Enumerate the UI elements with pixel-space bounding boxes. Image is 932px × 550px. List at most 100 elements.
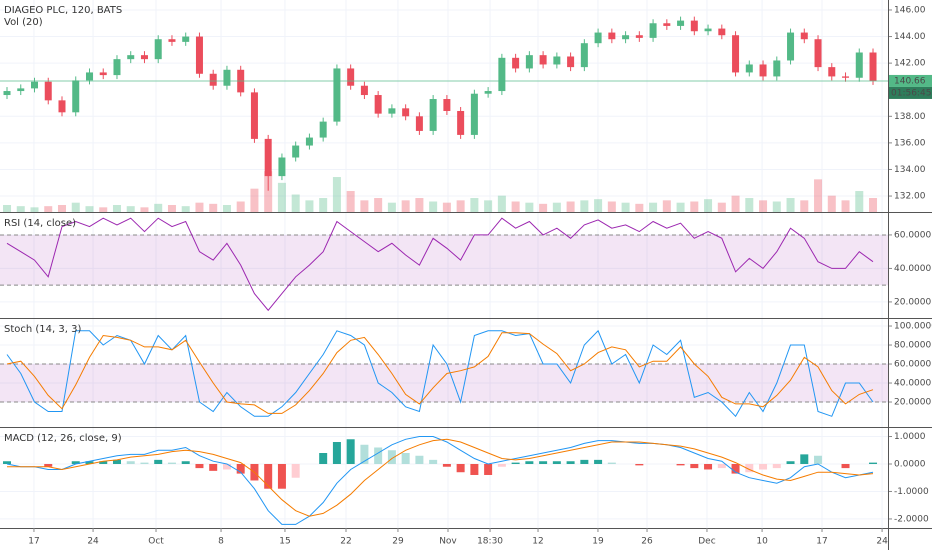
candle-body — [622, 35, 630, 40]
volume-bar — [85, 206, 94, 212]
x-tick-label: 18:30 — [477, 537, 503, 547]
histogram-bar — [415, 455, 424, 464]
histogram-bar — [3, 461, 12, 464]
last-price-box — [888, 74, 932, 87]
histogram-bar — [580, 459, 589, 464]
volume-bar — [181, 206, 190, 212]
candle-body — [800, 32, 808, 40]
histogram-bar — [71, 461, 80, 464]
histogram-bar — [346, 439, 355, 464]
volume-bar — [3, 205, 12, 212]
volume-bar — [566, 201, 575, 212]
histogram-bar — [140, 462, 149, 464]
histogram-bar — [690, 463, 699, 469]
volume-bar — [649, 202, 658, 212]
volume-bar — [429, 201, 438, 212]
volume-bar — [305, 200, 314, 212]
candle-body — [209, 73, 217, 86]
volume-bar — [140, 207, 149, 212]
volume-bar — [676, 202, 685, 212]
volume-bar — [607, 201, 616, 212]
histogram-bar — [99, 461, 108, 464]
candle-body — [278, 157, 286, 177]
x-tick-label: 17 — [28, 537, 39, 547]
x-tick-label: 24 — [876, 537, 888, 547]
y-tick-label: 20.0000 — [894, 398, 931, 408]
volume-bar — [470, 198, 479, 212]
candle-body — [58, 100, 66, 113]
candle-body — [182, 36, 190, 42]
candle-body — [787, 32, 795, 61]
band — [0, 234, 888, 286]
candle-body — [374, 95, 382, 114]
volume-bar — [44, 206, 53, 212]
x-tick-label: 12 — [532, 537, 543, 547]
candle-body — [17, 88, 25, 92]
histogram-bar — [704, 463, 713, 470]
histogram-bar — [841, 463, 850, 469]
volume-bar — [291, 194, 300, 212]
histogram-bar — [332, 442, 341, 464]
y-tick-label: -2.0000 — [894, 514, 929, 524]
volume-bar — [332, 177, 341, 212]
volume-bar — [250, 188, 259, 212]
volume-bar — [236, 201, 245, 212]
candle-body — [759, 64, 767, 77]
candle-body — [250, 92, 258, 139]
candle-body — [828, 67, 836, 77]
line — [6, 436, 874, 525]
candle-body — [264, 138, 272, 177]
histogram-bar — [264, 463, 273, 489]
histogram-bar — [85, 461, 94, 464]
histogram-bar — [717, 463, 726, 469]
y-tick-label: 132.00 — [894, 192, 926, 202]
histogram-bar — [360, 444, 369, 464]
candle-body — [195, 36, 203, 74]
volume-bar — [690, 201, 699, 212]
histogram-bar — [800, 454, 809, 464]
y-tick-label: 60.0000 — [894, 360, 931, 370]
volume-bar — [704, 199, 713, 212]
candle-body — [402, 108, 410, 117]
histogram-bar — [222, 463, 231, 470]
candle-body — [567, 56, 575, 68]
y-tick-label: 40.0000 — [894, 264, 931, 274]
histogram-bar — [497, 463, 506, 467]
volume-bar — [731, 195, 740, 212]
candle-body — [292, 145, 300, 158]
volume-bar — [635, 203, 644, 212]
pane-legend: Stoch (14, 3, 3) — [4, 324, 81, 335]
candle-body — [635, 35, 643, 38]
candle-body — [663, 23, 671, 26]
candle-body — [31, 81, 39, 89]
y-tick-label: 138.00 — [894, 112, 926, 122]
candle-body — [594, 32, 602, 44]
volume-bar — [511, 201, 520, 212]
y-tick-label: 142.00 — [894, 59, 926, 69]
volume-bar — [209, 203, 218, 212]
volume-bar — [621, 202, 630, 212]
volume-bar — [387, 202, 396, 212]
histogram-bar — [539, 461, 548, 464]
candle-body — [44, 81, 52, 101]
candle-body — [539, 55, 547, 65]
histogram-bar — [44, 463, 53, 467]
histogram-bar — [429, 459, 438, 464]
volume-bar — [16, 206, 25, 212]
volume-bar — [772, 201, 781, 212]
x-tick-label: 22 — [340, 537, 351, 547]
candle-body — [498, 57, 506, 92]
volume-bar — [346, 191, 355, 212]
candle-body — [443, 99, 451, 111]
x-tick-label: 26 — [641, 537, 653, 547]
volume-bar — [580, 200, 589, 212]
histogram-bar — [319, 453, 328, 464]
line — [6, 329, 874, 418]
volume-bar — [126, 206, 135, 212]
histogram-bar — [236, 463, 245, 474]
candle-body — [525, 55, 533, 69]
histogram-bar — [511, 462, 520, 464]
histogram-bar — [552, 461, 561, 464]
candle-body — [360, 85, 368, 96]
volume-bar — [827, 195, 836, 212]
